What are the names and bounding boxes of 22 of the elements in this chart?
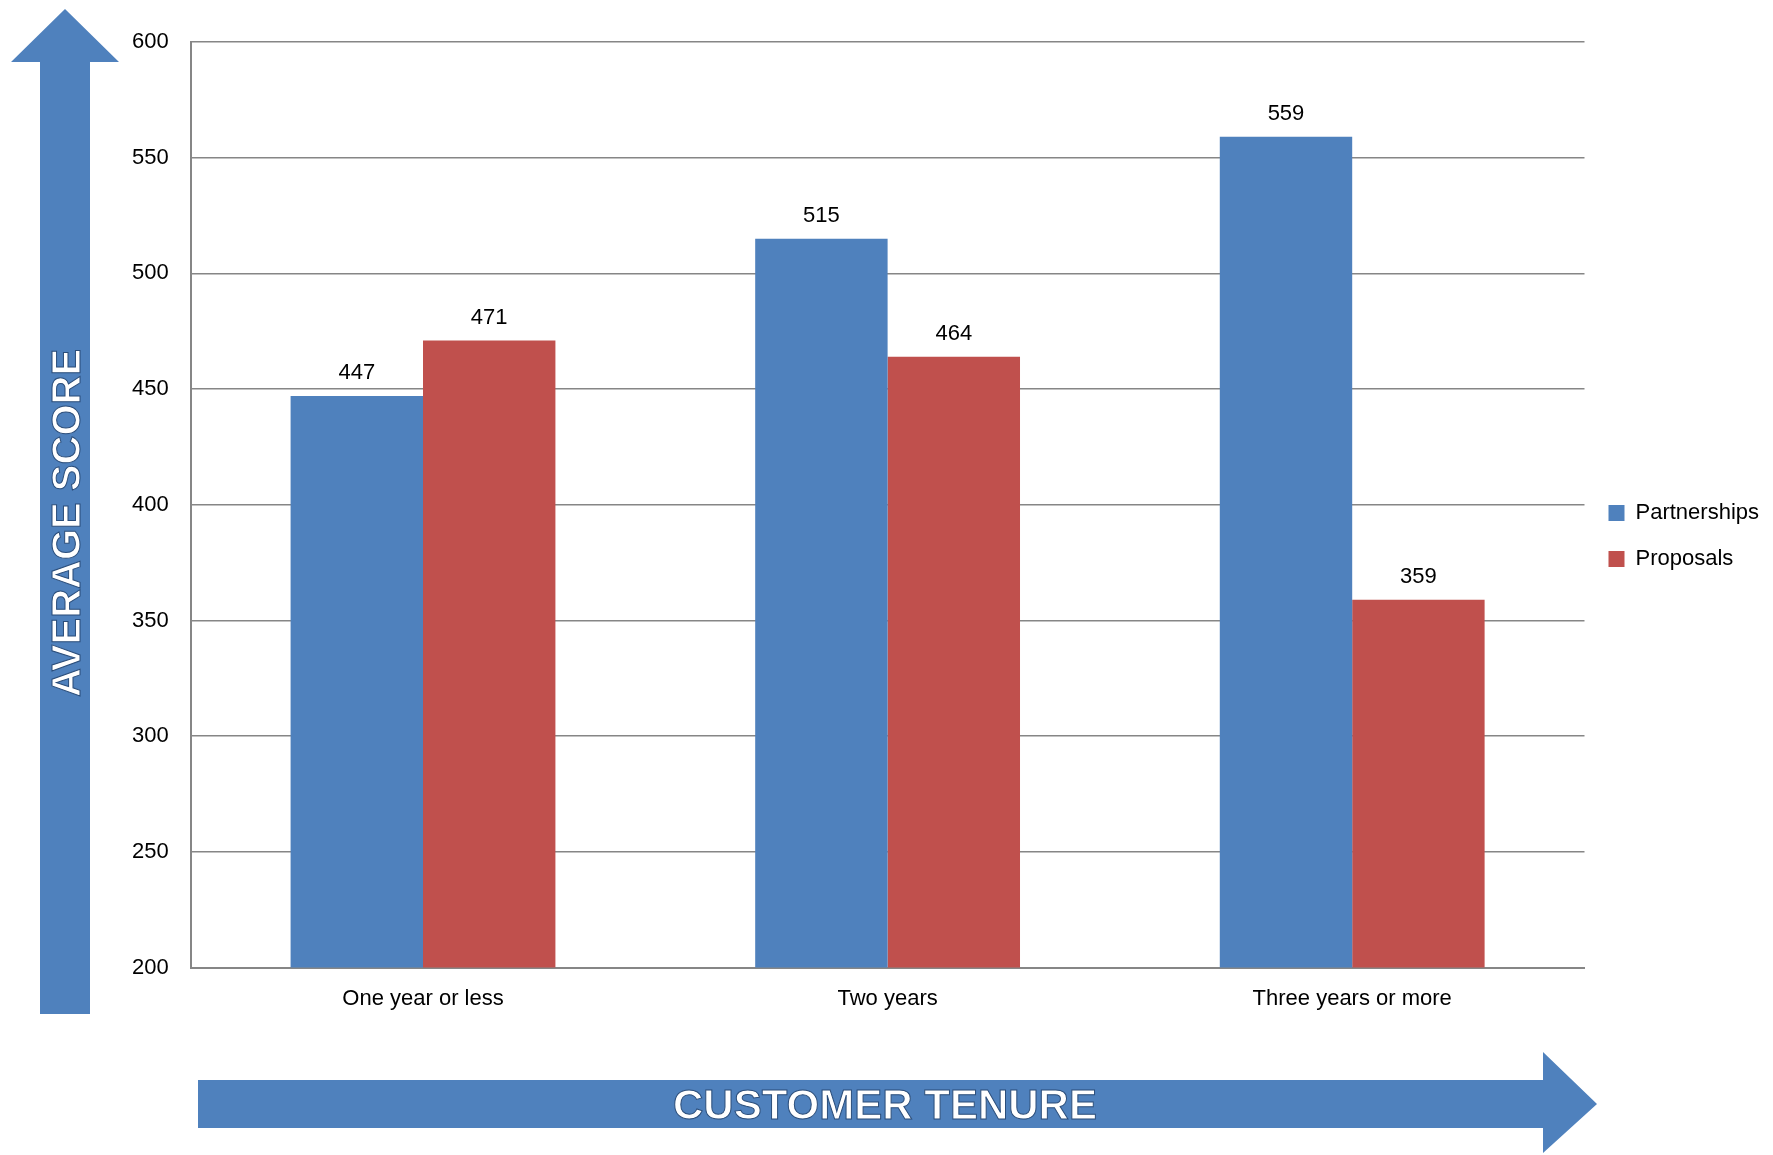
y-tick-label: 350 xyxy=(131,606,169,632)
y-tick-label: 200 xyxy=(131,953,169,979)
x-axis-title: CUSTOMER TENURE xyxy=(673,1081,1097,1128)
data-label: 559 xyxy=(1267,99,1305,125)
y-tick-label: 550 xyxy=(131,143,169,169)
legend-label: Partnerships xyxy=(1635,499,1760,525)
legend-label: Proposals xyxy=(1635,545,1734,571)
data-label: 515 xyxy=(803,201,840,227)
data-label: 447 xyxy=(338,359,376,385)
y-tick-label: 400 xyxy=(131,490,169,516)
y-axis-title: AVERAGE SCORE xyxy=(44,348,88,698)
y-tick-label: 300 xyxy=(131,722,169,748)
x-tick-label: One year or less xyxy=(342,984,504,1010)
y-tick-label: 450 xyxy=(131,375,169,401)
data-label: 359 xyxy=(1400,562,1437,588)
y-tick-label: 250 xyxy=(131,837,169,863)
y-tick-label: 600 xyxy=(131,28,169,54)
x-tick-label: Three years or more xyxy=(1252,984,1452,1010)
y-tick-label: 500 xyxy=(131,259,169,285)
data-label: 471 xyxy=(470,303,508,329)
x-tick-label: Two years xyxy=(837,984,938,1010)
data-label: 464 xyxy=(935,319,973,345)
